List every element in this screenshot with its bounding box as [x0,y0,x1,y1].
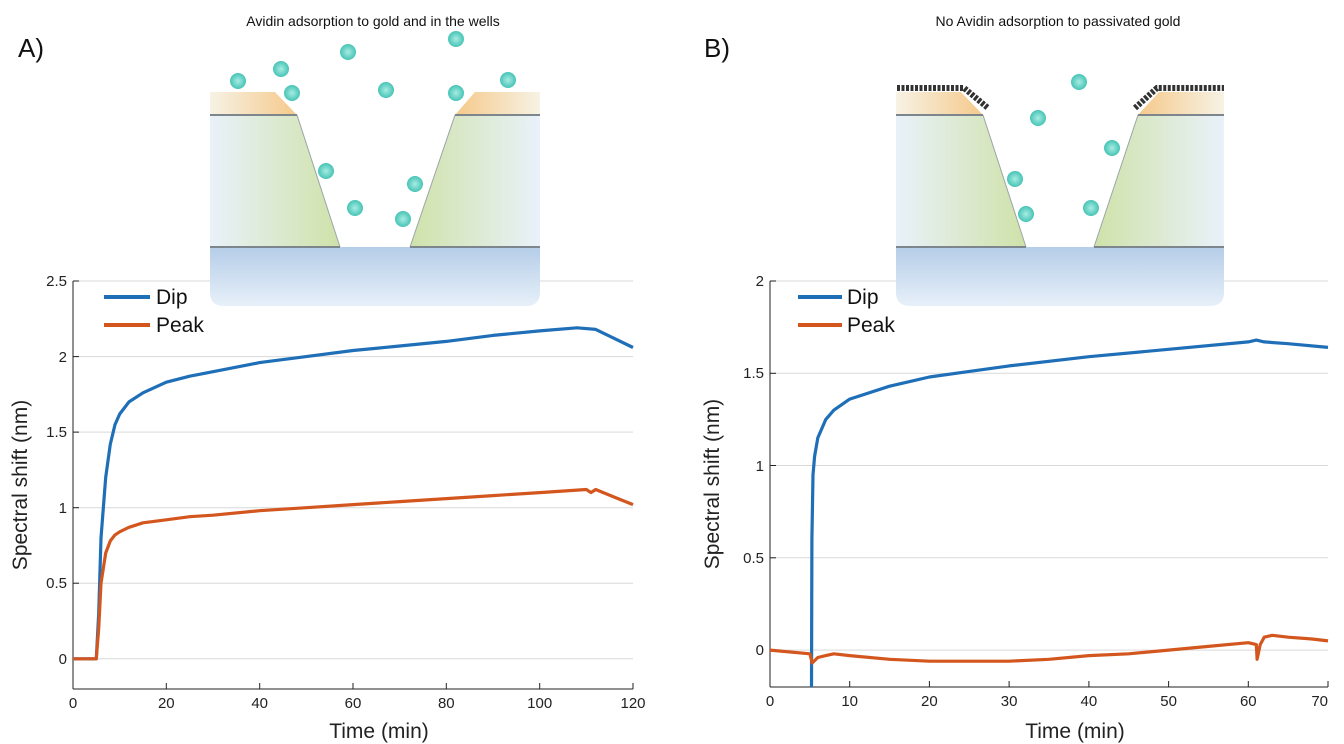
x-tick-label: 120 [620,695,645,712]
legend-label-peak: Peak [156,314,204,337]
y-tick-label: 2.5 [46,273,67,290]
avidin-particles [230,31,516,227]
series-line-peak [769,633,1329,665]
x-ticks: 0 20 40 60 80 100 120 [69,683,646,712]
x-axis-label: Time (min) [1025,720,1125,743]
x-tick-label: 20 [921,693,938,710]
x-tick-label: 40 [1081,693,1098,710]
axes [72,281,633,690]
axes [769,281,1328,688]
x-ticks: 0 10 20 30 40 50 60 70 [766,681,1329,710]
plot-area [73,280,633,660]
schematic-title: No Avidin adsorption to passivated gold [936,13,1181,29]
panel-a: A) Avidin adsorption to gold and in the … [9,13,646,743]
legend-label-dip: Dip [156,286,188,309]
x-tick-label: 50 [1160,693,1177,710]
legend: Dip Peak [798,286,895,337]
x-tick-label: 10 [841,693,858,710]
panel-b: B) No Avidin adsorption to passivated go… [701,13,1329,743]
series-lines [769,338,1329,688]
y-tick-label: 0.5 [743,550,764,567]
y-tick-label: 0 [756,642,764,659]
y-axis-label: Spectral shift (nm) [701,399,724,569]
y-tick-label: 1 [59,500,67,517]
x-tick-label: 20 [158,695,175,712]
series-line-dip [809,338,1329,688]
y-ticks: 0 0.5 1 1.5 2 [743,273,776,659]
x-tick-label: 60 [1240,693,1257,710]
x-tick-label: 70 [1311,693,1328,710]
legend-label-peak: Peak [847,314,895,337]
series-line-peak [73,487,634,661]
x-tick-label: 80 [438,695,455,712]
series-lines [73,326,634,661]
plot-area [770,280,1328,651]
x-tick-label: 30 [1001,693,1018,710]
x-tick-label: 60 [345,695,362,712]
schematic-title: Avidin adsorption to gold and in the wel… [246,13,499,29]
y-tick-label: 0 [59,651,67,668]
legend-label-dip: Dip [847,286,879,309]
legend: Dip Peak [104,286,204,337]
avidin-particles [1007,74,1120,222]
y-tick-label: 1.5 [46,424,67,441]
y-tick-label: 0.5 [46,575,67,592]
y-tick-label: 1.5 [743,365,764,382]
grid-lines [770,280,1328,651]
y-tick-label: 2 [756,273,764,290]
x-tick-label: 100 [527,695,552,712]
x-tick-label: 0 [69,695,77,712]
x-axis-label: Time (min) [329,720,429,743]
x-tick-label: 0 [766,693,774,710]
y-tick-label: 1 [756,458,764,475]
panel-label: B) [704,33,730,63]
passivation-layer [897,85,1224,111]
x-tick-label: 40 [251,695,268,712]
y-ticks: 0 0.5 1 1.5 2 2.5 [46,273,79,668]
grid-lines [73,280,633,660]
y-tick-label: 2 [59,349,67,366]
panel-label: A) [18,33,44,63]
well-schematic [896,74,1224,306]
well-schematic [210,31,540,306]
y-axis-label: Spectral shift (nm) [9,400,32,570]
series-line-dip [73,326,634,661]
